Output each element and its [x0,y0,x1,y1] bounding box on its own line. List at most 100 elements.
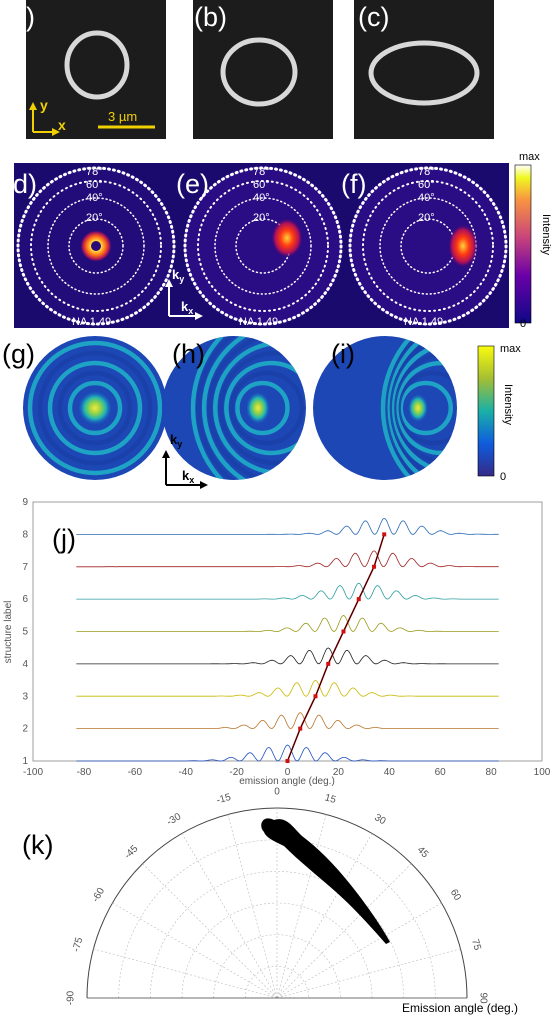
peak-marker [356,597,361,602]
fringe-ring [47,360,143,456]
axis-label-y: y [40,97,48,113]
trace-structure-2 [76,712,499,729]
chart-j-xtick: 100 [534,767,551,778]
emission-spot-f [448,224,478,268]
panel-b: (b) [193,0,333,139]
panel-b-background [193,0,333,139]
chart-j-ytick: 5 [22,627,28,638]
trace-structure-4 [76,647,499,665]
fringes-g [23,336,167,480]
fringe-ring [57,370,133,446]
polar-tick-label: 60 [448,888,463,904]
microring-c [368,40,480,106]
fringe-ring [218,350,306,466]
colorbar-plasma: max 0 Intensity [514,151,552,330]
microring-b [220,37,298,107]
panel-d: 78° 60° 40° 20° NA 1.49 (d) [4,163,177,328]
spot-i [408,394,428,422]
polar-tick-label: 15 [323,792,337,806]
fringe-ring [235,380,290,436]
polar-tick-label: 90 [477,992,488,1004]
fringe-ring [196,336,306,480]
angle-20-f: 20° [418,212,435,224]
pupil-f [348,166,508,326]
panel-label-i: (i) [331,339,355,369]
panel-a-background [26,0,166,139]
chart-j-ytick: 8 [22,529,28,540]
panel-label-e: (e) [176,169,209,199]
chart-j-ytick: 2 [22,724,28,735]
colorbar-min: 0 [520,318,526,330]
polar-tick-label: -15 [215,792,232,806]
k-axes-row2: ky kx [165,267,203,320]
chart-j-ytick: 4 [22,659,28,670]
peak-marker [326,661,331,666]
kx-label-row3: kx [182,468,194,485]
angle-60-d: 60° [86,179,103,191]
ring-40 [47,197,145,295]
angle-78-f: 78° [418,166,435,178]
angle-20-e: 20° [253,212,270,224]
polar-tick-label: 45 [415,845,431,861]
polar-tick-label: -60 [90,886,107,904]
na-label-d: NA 1.49 [72,316,111,328]
spot-g [78,391,112,425]
ring-78 [183,166,343,326]
angle-40-e: 40° [253,192,270,204]
chart-k-xlabel: Emission angle (deg.) [402,1001,518,1015]
fringe-ring [380,336,457,480]
fringes-h [190,336,306,480]
fringe-ring [207,336,306,480]
panel-label-d: (d) [4,169,37,199]
peak-marker [313,694,318,699]
k-axes-row3: ky kx [162,432,208,489]
xy-axes: y x [29,97,66,136]
panel-label-c: (c) [358,2,389,32]
chart-j-xtick: -20 [229,767,244,778]
polar-tick-label: 30 [372,812,388,827]
colorbar-max-row3: max [500,343,521,355]
chart-j-ticks: -100 -80 -60 -40 -20 0 20 40 60 80 100 1 2 3 4 5 6 7 8 9 [22,497,550,778]
panel-label-b: (b) [194,2,227,32]
angle-60-f: 60° [418,179,435,191]
ring-20 [68,218,124,274]
peak-marker [298,726,303,731]
polar-ring [213,934,341,999]
fringe-ring [224,360,306,456]
trace-structure-7 [76,550,499,568]
chart-j-ytick: 6 [22,594,28,605]
chart-j-ytick: 1 [22,756,28,767]
panel-c-background [354,0,494,139]
chart-j-xtick: 80 [486,767,498,778]
colorbar-min-row3: 0 [500,471,506,483]
panel-label-g: (g) [2,339,35,369]
panel-f: 78° 60° 40° 20° NA 1.49 (f) [341,163,509,328]
emission-spot-e [271,218,303,258]
colorbar-label: Intensity [540,214,552,255]
chart-j-ytick: 9 [22,497,28,508]
peak-marker [341,629,346,634]
panel-h: (h) [162,336,306,480]
chart-j-fit [285,532,387,763]
angle-78-e: 78° [253,166,270,178]
chart-j-ylabel: structure label [3,601,14,664]
chart-j-xtick: -100 [23,767,43,778]
spot-h [246,392,270,424]
polar-tick-label: -30 [165,811,183,828]
polar-ring [245,966,309,999]
fringe-ring [27,340,163,476]
chart-j-xlabel: emission angle (deg.) [239,776,335,787]
trace-structure-1 [76,744,499,762]
panel-e: 78° 60° 40° 20° NA 1.49 (e) ky kx [165,163,343,328]
fringe-ring [201,336,306,480]
ky-label: ky [172,267,184,284]
na-label-f: NA 1.49 [404,316,443,328]
emission-spot-center-d [91,241,101,251]
scale-bar-label: 3 µm [108,109,137,124]
chart-j-ytick: 7 [22,562,28,573]
panel-g: (g) [2,336,167,480]
polar-spoke [181,833,278,999]
trace-structure-5 [76,615,499,632]
peak-marker [382,532,387,537]
